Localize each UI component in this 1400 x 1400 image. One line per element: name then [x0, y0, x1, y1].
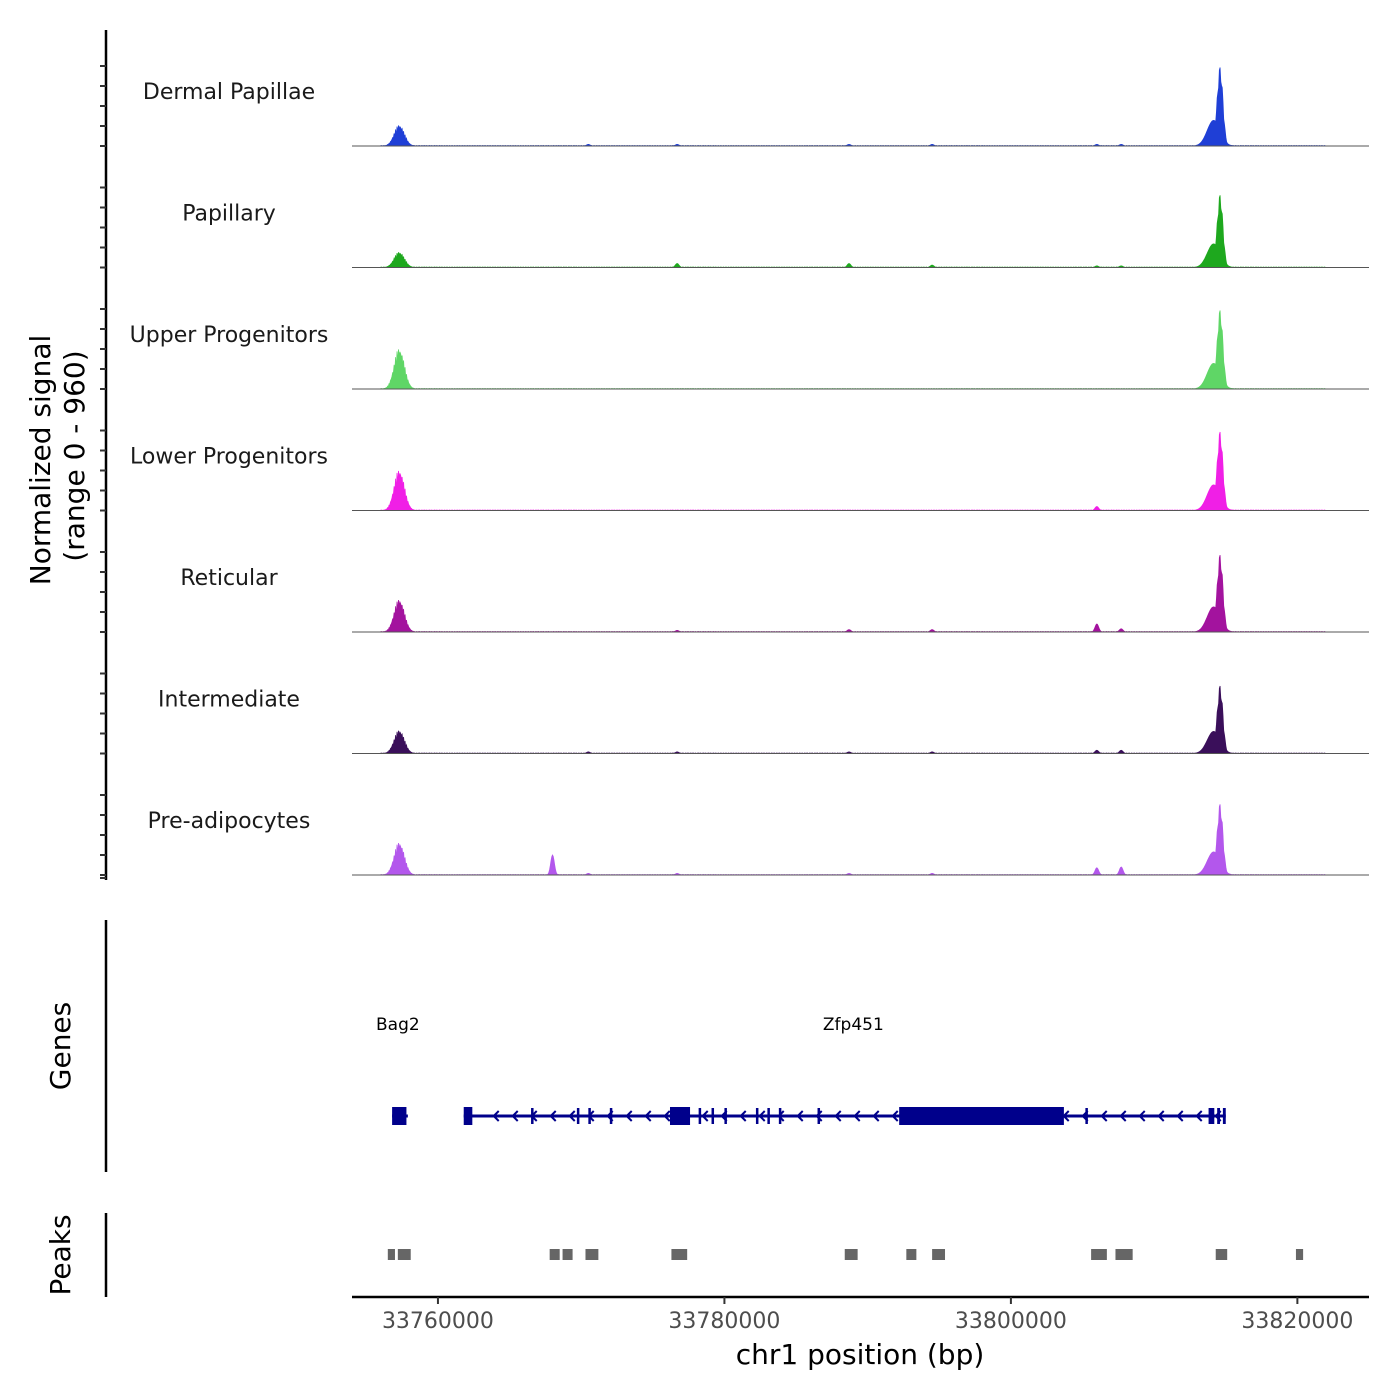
track-pre-adipocytes: Pre-adipocytes: [148, 804, 1369, 876]
peak-region: [1115, 1249, 1133, 1260]
signal-area: [352, 555, 1369, 633]
strand-arrow: [625, 1110, 633, 1122]
peak-region: [906, 1249, 917, 1260]
strand-arrow: [1138, 1110, 1146, 1122]
x-tick-label: 33760000: [382, 1309, 494, 1334]
gene-label: Zfp451: [823, 1015, 884, 1035]
strand-arrow: [511, 1110, 519, 1122]
exon: [576, 1108, 580, 1124]
track-upper-progenitors: Upper Progenitors: [130, 310, 1369, 390]
genes-panel-title: Genes: [44, 1002, 77, 1090]
genes-track: Bag2 Zfp451: [376, 1015, 1226, 1125]
peaks-panel-title: Peaks: [44, 1214, 77, 1295]
strand-arrow: [834, 1110, 842, 1122]
exon: [531, 1108, 534, 1124]
exon: [463, 1107, 473, 1125]
signal-y-axis-ticks: [100, 65, 106, 879]
exon: [698, 1108, 702, 1124]
strand-arrow: [758, 1110, 766, 1122]
exon: [1222, 1108, 1226, 1124]
exon: [588, 1108, 591, 1124]
signal-area: [352, 804, 1369, 876]
track-papillary: Papillary: [182, 195, 1369, 268]
strand-arrow: [1100, 1110, 1108, 1122]
signal-area: [352, 310, 1369, 390]
signal-tracks: Dermal Papillae Papillary Upper Progenitor…: [130, 67, 1369, 876]
exon: [778, 1108, 782, 1124]
peak-region: [932, 1249, 946, 1260]
exon: [767, 1108, 770, 1124]
strand-arrow: [549, 1110, 557, 1122]
exon: [755, 1108, 759, 1124]
signal-area: [352, 195, 1369, 268]
strand-arrow: [815, 1110, 823, 1122]
track-label: Pre-adipocytes: [148, 809, 311, 834]
peak-region: [671, 1249, 688, 1260]
gene-zfp451: Zfp451: [463, 1015, 1226, 1125]
strand-arrow: [568, 1110, 576, 1122]
exon: [1217, 1108, 1221, 1124]
x-tick-label: 33800000: [955, 1309, 1067, 1334]
signal-area: [352, 685, 1369, 754]
strand-arrow: [853, 1110, 861, 1122]
exon: [609, 1108, 613, 1124]
x-axis-ticks: 33760000 33780000 33800000 33820000: [382, 1297, 1353, 1334]
peak-region: [397, 1249, 411, 1260]
x-tick-label: 33820000: [1241, 1309, 1353, 1334]
signal-area: [352, 431, 1369, 511]
track-intermediate: Intermediate: [158, 685, 1369, 754]
strand-arrow: [796, 1110, 804, 1122]
track-label: Upper Progenitors: [130, 323, 329, 348]
strand-arrow: [1176, 1110, 1184, 1122]
strand-arrow: [1119, 1110, 1127, 1122]
exon: [1208, 1108, 1215, 1124]
peak-region: [1295, 1249, 1304, 1260]
exon: [1085, 1108, 1088, 1124]
track-lower-progenitors: Lower Progenitors: [130, 431, 1369, 511]
exon: [711, 1108, 715, 1124]
peak-region: [549, 1249, 560, 1260]
track-label: Reticular: [180, 566, 278, 591]
peak-region: [562, 1249, 573, 1260]
peak-region: [844, 1249, 858, 1260]
strand-arrow: [644, 1110, 652, 1122]
track-dermal-papillae: Dermal Papillae: [143, 67, 1369, 147]
strand-arrow: [891, 1110, 899, 1122]
strand-arrow: [739, 1110, 747, 1122]
strand-arrow: [872, 1110, 880, 1122]
exon: [724, 1108, 727, 1124]
gene-label: Bag2: [376, 1015, 420, 1035]
strand-arrow: [777, 1110, 785, 1122]
track-label: Lower Progenitors: [130, 445, 328, 470]
track-reticular: Reticular: [180, 555, 1369, 633]
y-axis-title-line1: Normalized signal: [24, 335, 57, 586]
peak-region: [585, 1249, 599, 1260]
gene-bag2: Bag2: [376, 1015, 420, 1125]
strand-arrow: [663, 1110, 671, 1122]
x-axis-title: chr1 position (bp): [736, 1338, 985, 1371]
strand-arrow: [1157, 1110, 1165, 1122]
x-tick-label: 33780000: [668, 1309, 780, 1334]
exon: [669, 1107, 691, 1125]
peak-region: [1091, 1249, 1107, 1260]
y-axis-title-line2: (range 0 - 960): [58, 350, 91, 561]
track-label: Dermal Papillae: [143, 80, 315, 105]
track-label: Intermediate: [158, 688, 300, 713]
strand-arrow: [492, 1110, 500, 1122]
exon: [817, 1108, 821, 1124]
peaks-track: [387, 1249, 1304, 1260]
peak-region: [387, 1249, 395, 1260]
track-label: Papillary: [182, 202, 276, 227]
strand-arrow: [701, 1110, 709, 1122]
exon: [392, 1107, 407, 1125]
peak-region: [1215, 1249, 1228, 1260]
exon: [899, 1107, 1064, 1125]
signal-area: [352, 67, 1369, 147]
strand-arrow: [1195, 1110, 1203, 1122]
